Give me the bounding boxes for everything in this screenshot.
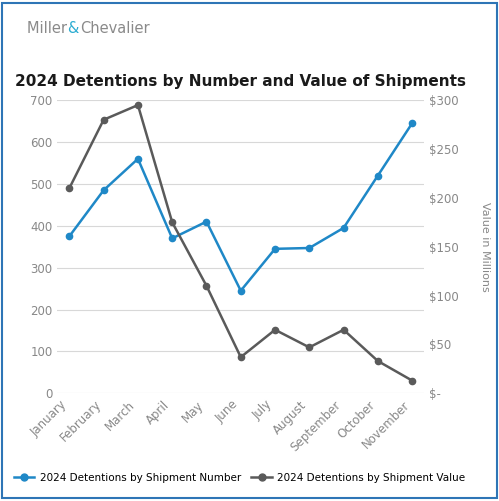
Legend: 2024 Detentions by Shipment Number, 2024 Detentions by Shipment Value: 2024 Detentions by Shipment Number, 2024… xyxy=(9,468,470,487)
Title: 2024 Detentions by Number and Value of Shipments: 2024 Detentions by Number and Value of S… xyxy=(15,74,466,89)
Text: &: & xyxy=(67,21,78,36)
Y-axis label: Value in Millions: Value in Millions xyxy=(480,202,490,292)
Text: Chevalier: Chevalier xyxy=(80,21,150,36)
Text: Miller: Miller xyxy=(27,21,72,36)
